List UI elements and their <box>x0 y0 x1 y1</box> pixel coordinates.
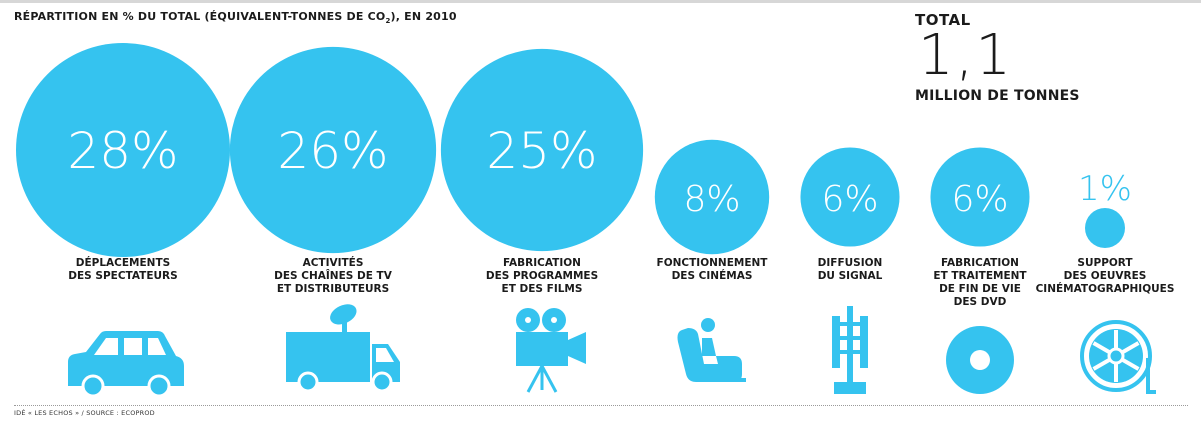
category-label-line: DIFFUSION <box>817 257 883 269</box>
bubble-4 <box>800 147 900 247</box>
value-label-0: 28% <box>67 122 178 180</box>
bubble-0 <box>16 43 230 257</box>
footer-rule <box>14 405 1188 406</box>
category-label-line: CINÉMATOGRAPHIQUES <box>1035 283 1175 295</box>
cinema-seat-icon <box>677 318 746 382</box>
category-label-line: DU SIGNAL <box>817 270 883 282</box>
film-reel-icon <box>1080 320 1156 394</box>
value-label-5: 6% <box>951 179 1008 220</box>
bubble-5 <box>930 147 1030 247</box>
value-label-3: 8% <box>683 179 740 220</box>
bubble-2 <box>440 48 644 252</box>
category-label-line: ET TRAITEMENT <box>933 270 1027 282</box>
category-label-6: SUPPORT DES OEUVRES CINÉMATOGRAPHIQUES <box>1015 257 1195 296</box>
category-label-line: DES CINÉMAS <box>671 270 753 282</box>
value-label-1: 26% <box>277 122 388 180</box>
car-icon <box>68 331 184 396</box>
total-label: TOTAL <box>915 11 971 29</box>
category-label-0: DÉPLACEMENTS DES SPECTATEURS <box>33 257 213 283</box>
category-label-5: FABRICATION ET TRAITEMENT DE FIN DE VIE DES… <box>890 257 1070 309</box>
dvd-disc-icon <box>946 326 1014 394</box>
category-label-line: FABRICATION <box>941 257 1019 269</box>
category-label-4: DIFFUSION DU SIGNAL <box>760 257 940 283</box>
category-label-line: FONCTIONNEMENT <box>656 257 768 269</box>
category-label-line: ET DISTRIBUTEURS <box>276 283 390 295</box>
film-camera-icon <box>516 308 586 393</box>
category-label-line: SUPPORT <box>1077 257 1133 269</box>
category-label-line: DE FIN DE VIE <box>939 283 1021 295</box>
value-label-4: 6% <box>821 179 878 220</box>
category-label-line: DES SPECTATEURS <box>68 270 178 282</box>
total-unit: MILLION DE TONNES <box>915 88 1080 104</box>
category-label-line: DES CHAÎNES DE TV <box>274 270 392 282</box>
category-label-line: DES PROGRAMMES <box>485 270 599 282</box>
category-label-line: FABRICATION <box>503 257 581 269</box>
bubble-1 <box>229 46 437 254</box>
category-label-3: FONCTIONNEMENT DES CINÉMAS <box>622 257 802 283</box>
antenna-icon <box>832 306 868 394</box>
tv-truck-icon <box>286 304 400 393</box>
category-label-line: ACTIVITÉS <box>302 257 364 269</box>
bubble-3 <box>654 139 770 255</box>
top-rule <box>0 0 1201 3</box>
category-label-line: DES DVD <box>953 296 1007 308</box>
value-label-2: 25% <box>486 122 597 180</box>
category-label-2: FABRICATION DES PROGRAMMES ET DES FILMS <box>452 257 632 296</box>
category-label-line: DÉPLACEMENTS <box>75 257 171 269</box>
category-label-1: ACTIVITÉS DES CHAÎNES DE TV ET DISTRIBUTEU… <box>243 257 423 296</box>
category-label-line: ET DES FILMS <box>501 283 583 295</box>
source-note: IDÉ « LES ECHOS » / SOURCE : ECOPROD <box>14 409 155 417</box>
total-value: 1,1 <box>918 23 1014 88</box>
bubble-6 <box>1085 208 1125 248</box>
chart-subtitle: RÉPARTITION EN % DU TOTAL (ÉQUIVALENT-TO… <box>14 10 457 26</box>
value-label-6: 1% <box>1078 169 1132 209</box>
category-label-line: DES OEUVRES <box>1063 270 1147 282</box>
